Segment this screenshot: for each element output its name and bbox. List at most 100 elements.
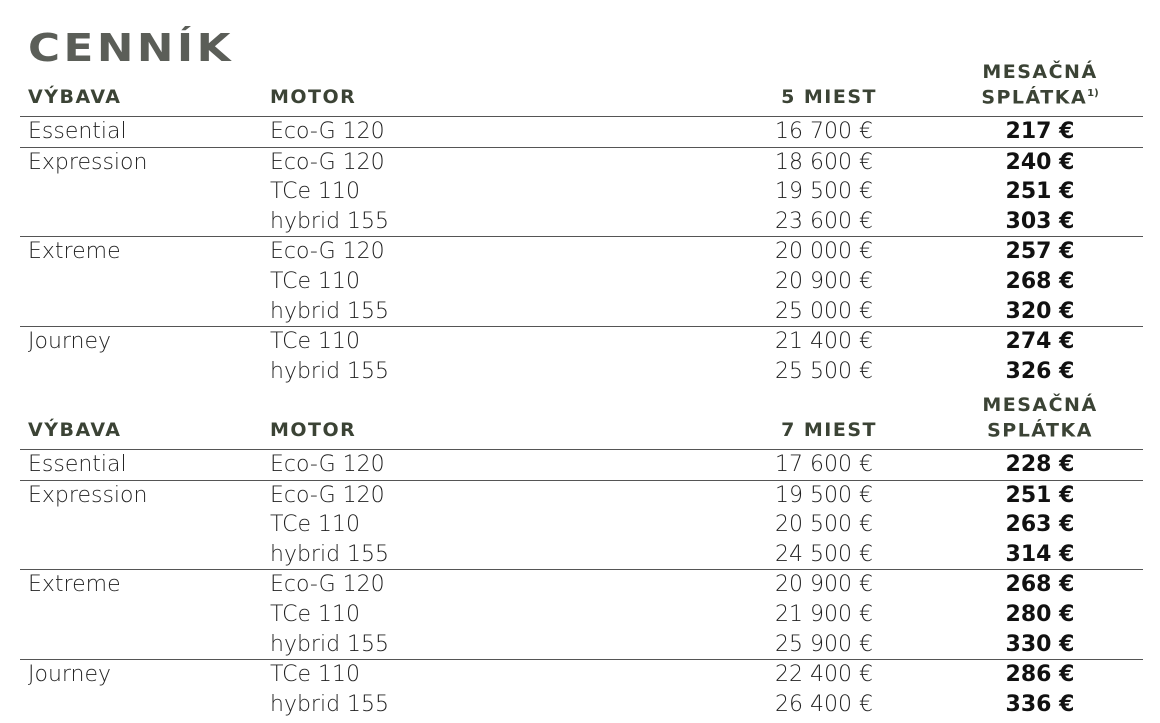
price: 20 500 €	[775, 512, 873, 538]
monthly-payment: 251 €	[1005, 482, 1075, 508]
table-row: TCe 110 21 900 € 280 €	[20, 600, 1143, 630]
engine: hybrid 155	[270, 358, 390, 384]
page-title: CENNÍK	[28, 26, 234, 70]
trim-name: Expression	[28, 149, 148, 175]
monthly-payment: 320 €	[1005, 298, 1075, 324]
price: 25 900 €	[775, 631, 873, 657]
header-price: 7 MIEST	[781, 419, 877, 441]
trim-group: Expression Eco-G 120 18 600 € 240 € TCe 110 1…	[20, 146, 1143, 237]
header-monthly-payment: MESAČNÁ SPLÁTKA	[920, 394, 1160, 441]
monthly-payment: 240 €	[1005, 149, 1075, 175]
trim-group: Journey TCe 110 22 400 € 286 € hybrid 155 26 …	[20, 659, 1143, 719]
header-engine: MOTOR	[270, 419, 357, 441]
footnote-marker: 1)	[1087, 87, 1099, 99]
engine: TCe 110	[270, 179, 361, 205]
engine: TCe 110	[270, 512, 361, 538]
price: 21 900 €	[775, 601, 873, 627]
price: 19 500 €	[775, 482, 873, 508]
header-trim: VÝBAVA	[28, 86, 122, 108]
monthly-payment: 326 €	[1005, 358, 1075, 384]
engine: hybrid 155	[270, 631, 390, 657]
trim-name: Essential	[28, 119, 127, 144]
trim-group: Extreme Eco-G 120 20 000 € 257 € TCe 110 20 9…	[20, 236, 1143, 326]
trim-group: Journey TCe 110 21 400 € 274 € hybrid 155 25 …	[20, 326, 1143, 386]
price: 18 600 €	[775, 149, 873, 175]
trim-group: Essential Eco-G 120 16 700 € 217 €	[20, 116, 1143, 147]
table-row: Extreme Eco-G 120 20 900 € 268 €	[20, 570, 1143, 600]
header-payment-line2: SPLÁTKA	[987, 419, 1093, 441]
table-header: VÝBAVA MOTOR 7 MIEST MESAČNÁ SPLÁTKA	[20, 394, 1143, 449]
table-row: Extreme Eco-G 120 20 000 € 257 €	[20, 237, 1143, 267]
monthly-payment: 263 €	[1005, 512, 1075, 538]
table-row: hybrid 155 23 600 € 303 €	[20, 207, 1143, 237]
engine: Eco-G 120	[270, 149, 385, 175]
table-row: TCe 110 19 500 € 251 €	[20, 177, 1143, 207]
price: 20 000 €	[775, 239, 873, 265]
table-row: hybrid 155 25 000 € 320 €	[20, 297, 1143, 327]
trim-name: Extreme	[28, 572, 121, 598]
engine: Eco-G 120	[270, 482, 385, 508]
price: 24 500 €	[775, 541, 873, 567]
engine: Eco-G 120	[270, 119, 385, 144]
trim-group: Expression Eco-G 120 19 500 € 251 € TCe 110 2…	[20, 479, 1143, 570]
table-row: Essential Eco-G 120 17 600 € 228 €	[20, 450, 1143, 480]
price: 20 900 €	[775, 572, 873, 598]
table-row: Essential Eco-G 120 16 700 € 217 €	[20, 117, 1143, 147]
table-row: hybrid 155 26 400 € 336 €	[20, 690, 1143, 720]
monthly-payment: 268 €	[1005, 572, 1075, 598]
price: 20 900 €	[775, 268, 873, 294]
trim-name: Expression	[28, 482, 148, 508]
trim-name: Journey	[28, 662, 112, 688]
engine: TCe 110	[270, 601, 361, 627]
table-row: hybrid 155 25 900 € 330 €	[20, 630, 1143, 660]
monthly-payment: 330 €	[1005, 631, 1075, 657]
monthly-payment: 274 €	[1005, 329, 1075, 355]
header-trim: VÝBAVA	[28, 419, 122, 441]
table-row: Journey TCe 110 21 400 € 274 €	[20, 327, 1143, 357]
header-price: 5 MIEST	[781, 86, 877, 108]
trim-name: Journey	[28, 329, 112, 355]
engine: TCe 110	[270, 268, 361, 294]
engine: TCe 110	[270, 329, 361, 355]
monthly-payment: 217 €	[1005, 119, 1075, 144]
monthly-payment: 251 €	[1005, 179, 1075, 205]
price: 19 500 €	[775, 179, 873, 205]
engine: hybrid 155	[270, 208, 390, 234]
header-monthly-payment: MESAČNÁ SPLÁTKA1)	[920, 61, 1160, 108]
monthly-payment: 257 €	[1005, 239, 1075, 265]
engine: hybrid 155	[270, 541, 390, 567]
trim-name: Essential	[28, 452, 127, 477]
table-header: VÝBAVA MOTOR 5 MIEST MESAČNÁ SPLÁTKA1)	[20, 61, 1143, 116]
price: 26 400 €	[775, 691, 873, 717]
engine: hybrid 155	[270, 298, 390, 324]
table-row: hybrid 155 24 500 € 314 €	[20, 540, 1143, 570]
price: 22 400 €	[775, 662, 873, 688]
trim-name: Extreme	[28, 239, 121, 265]
monthly-payment: 280 €	[1005, 601, 1075, 627]
price: 16 700 €	[775, 119, 873, 144]
header-payment-line2: SPLÁTKA	[981, 86, 1088, 108]
header-payment-line1: MESAČNÁ	[982, 60, 1098, 83]
price: 25 500 €	[775, 358, 873, 384]
engine: Eco-G 120	[270, 239, 385, 265]
trim-group: Essential Eco-G 120 17 600 € 228 €	[20, 449, 1143, 480]
monthly-payment: 314 €	[1005, 541, 1075, 567]
monthly-payment: 286 €	[1005, 662, 1075, 688]
price-table-5-seats: VÝBAVA MOTOR 5 MIEST MESAČNÁ SPLÁTKA1) Essent…	[20, 61, 1143, 386]
price: 21 400 €	[775, 329, 873, 355]
monthly-payment: 303 €	[1005, 208, 1075, 234]
table-row: TCe 110 20 900 € 268 €	[20, 267, 1143, 297]
price: 23 600 €	[775, 208, 873, 234]
engine: TCe 110	[270, 662, 361, 688]
table-row: TCe 110 20 500 € 263 €	[20, 510, 1143, 540]
trim-group: Extreme Eco-G 120 20 900 € 268 € TCe 110 21 9…	[20, 569, 1143, 659]
engine: Eco-G 120	[270, 572, 385, 598]
table-row: Journey TCe 110 22 400 € 286 €	[20, 660, 1143, 690]
engine: Eco-G 120	[270, 452, 385, 477]
header-payment-line1: MESAČNÁ	[982, 393, 1098, 416]
price: 17 600 €	[775, 452, 873, 477]
price: 25 000 €	[775, 298, 873, 324]
table-row: hybrid 155 25 500 € 326 €	[20, 357, 1143, 387]
table-row: Expression Eco-G 120 18 600 € 240 €	[20, 148, 1143, 178]
engine: hybrid 155	[270, 691, 390, 717]
